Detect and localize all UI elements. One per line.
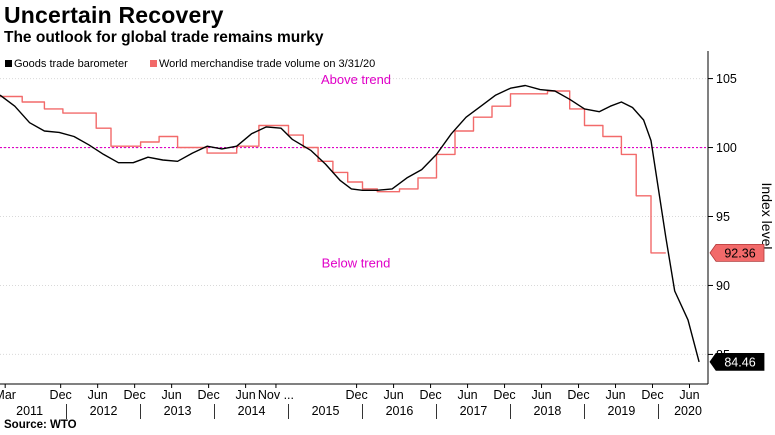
last-value-label: 92.36: [724, 246, 755, 260]
y-tick-label: 95: [716, 210, 730, 224]
y-tick-label: 105: [716, 72, 737, 86]
x-year-label: 2016: [386, 404, 414, 418]
x-year-label: 2017: [460, 404, 488, 418]
x-tick-label: Jun: [679, 388, 699, 402]
legend-label-merchandise-volume: World merchandise trade volume on 3/31/2…: [159, 58, 375, 70]
last-value-callout: [709, 352, 765, 371]
last-value-callout: [709, 244, 765, 262]
x-year-label: 2012: [90, 404, 118, 418]
series-line-merchandise-volume: [0, 90, 666, 254]
chart-subtitle: The outlook for global trade remains mur…: [4, 29, 324, 46]
legend: Goods trade barometer World merchandise t…: [2, 55, 412, 72]
x-tick-label: Dec: [641, 388, 663, 402]
x-year-label: 2018: [534, 404, 562, 418]
y-tick-label: 90: [716, 279, 730, 293]
grid: [0, 78, 708, 355]
x-tick-label: Jun: [531, 388, 551, 402]
x-tick-label: Jun: [236, 388, 256, 402]
x-year-label: 2015: [312, 404, 340, 418]
x-year-label: 2011: [16, 404, 43, 418]
legend-swatch-goods-barometer: [5, 60, 12, 67]
y-axis-label: Index level: [759, 183, 775, 250]
x-year-label: 2014: [238, 404, 266, 418]
x-tick-label: Dec: [345, 388, 367, 402]
x-tick-label: Dec: [124, 388, 146, 402]
x-tick-label: Jun: [88, 388, 108, 402]
series-layer: [0, 84, 700, 363]
source-note: Source: WTO: [4, 419, 77, 431]
series-line-goods-barometer: [0, 84, 700, 363]
last-value-label: 84.46: [724, 355, 755, 369]
x-tick-label: Nov ...: [258, 388, 294, 402]
x-tick-label: Mar: [0, 388, 16, 402]
x-tick-label: Dec: [50, 388, 72, 402]
x-tick-label: Jun: [605, 388, 625, 402]
x-tick-label: Dec: [198, 388, 220, 402]
x-tick-label: Dec: [493, 388, 515, 402]
axes: 859095100105Index levelMarDecJunDecJunDe…: [0, 51, 775, 419]
x-year-label: 2013: [164, 404, 192, 418]
x-year-label: 2020: [674, 404, 702, 418]
x-tick-label: Dec: [567, 388, 589, 402]
x-tick-label: Dec: [419, 388, 441, 402]
x-tick-label: Jun: [384, 388, 404, 402]
x-tick-label: Jun: [457, 388, 477, 402]
legend-label-goods-barometer: Goods trade barometer: [14, 58, 128, 70]
below-trend-label: Below trend: [322, 256, 391, 271]
legend-background: [2, 55, 412, 72]
chart-title: Uncertain Recovery: [4, 2, 224, 28]
legend-swatch-merchandise-volume: [150, 60, 157, 67]
x-year-label: 2019: [608, 404, 636, 418]
trend-line-layer: Above trend Below trend: [0, 72, 708, 271]
y-tick-label: 100: [716, 141, 737, 155]
above-trend-label: Above trend: [321, 72, 391, 87]
x-tick-label: Jun: [162, 388, 182, 402]
